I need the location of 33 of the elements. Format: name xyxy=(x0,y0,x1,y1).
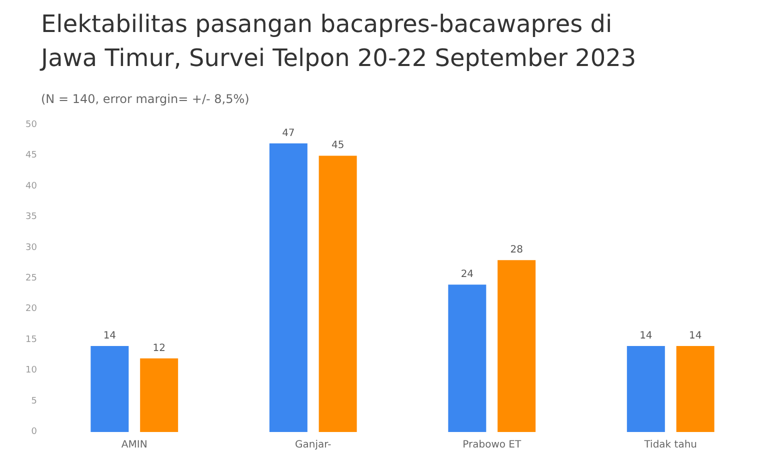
y-tick-label: 40 xyxy=(26,181,38,192)
bar xyxy=(140,358,178,432)
chart-title: Elektabilitas pasangan bacapres-bacawapres di Jawa Timur, Survei Telpon 20-22 September 2023 xyxy=(39,10,636,72)
y-tick-label: 25 xyxy=(26,274,37,284)
data-label: 28 xyxy=(510,244,523,256)
y-tick-label: 5 xyxy=(31,396,37,406)
bar xyxy=(448,284,486,432)
bar xyxy=(90,346,129,432)
data-label: 12 xyxy=(152,342,166,354)
y-tick-label: 20 xyxy=(26,304,38,314)
x-tick-label: Prabowo ET xyxy=(462,440,522,450)
data-label: 14 xyxy=(688,330,702,342)
bar xyxy=(269,143,308,432)
y-tick-label: 35 xyxy=(26,212,37,222)
x-tick-label: AMIN xyxy=(121,440,148,450)
data-label: 45 xyxy=(331,140,344,152)
data-label: 14 xyxy=(103,330,116,342)
data-label: 47 xyxy=(282,128,295,139)
y-tick-label: 0 xyxy=(31,427,38,437)
x-tick-label: Tidak tahu xyxy=(643,440,697,450)
y-tick-label: 15 xyxy=(26,334,37,345)
bar xyxy=(498,260,536,432)
x-tick-label: Ganjar- xyxy=(295,440,332,450)
chart-subtitle: (N = 140, error margin= +/- 8,5%) xyxy=(41,92,250,106)
y-tick-label: 50 xyxy=(26,120,38,130)
data-label: 24 xyxy=(460,269,474,280)
bar xyxy=(676,346,714,432)
data-label: 14 xyxy=(640,330,652,342)
y-tick-label: 45 xyxy=(26,150,37,161)
bar xyxy=(626,346,665,432)
y-tick-label: 30 xyxy=(26,242,38,253)
y-tick-label: 10 xyxy=(26,366,38,376)
bar xyxy=(318,156,357,432)
